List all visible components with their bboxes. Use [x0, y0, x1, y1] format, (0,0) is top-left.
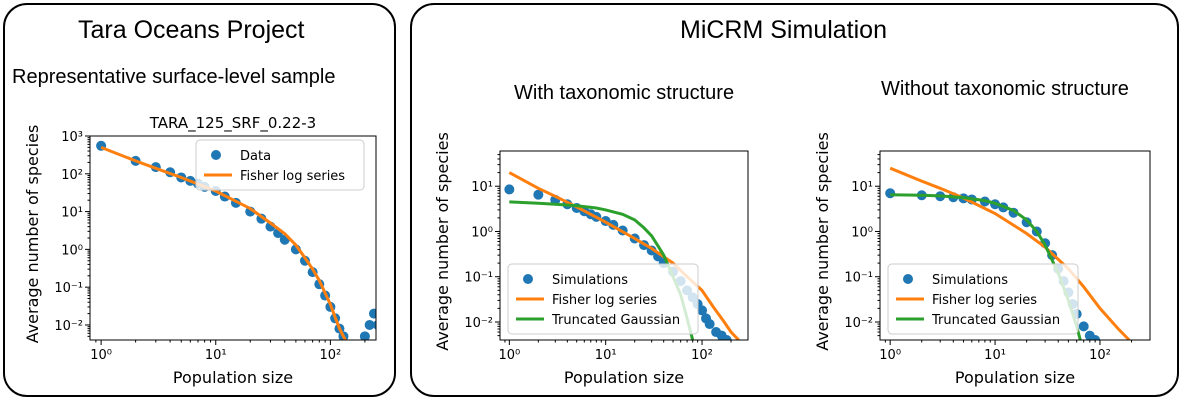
y-axis-label: Average number of species: [23, 125, 42, 344]
y-tick-label: 10⁻²: [54, 319, 83, 334]
y-tick-label: 10³: [61, 130, 83, 145]
data-point: [372, 320, 376, 330]
legend-label: Truncated Gaussian: [551, 313, 680, 328]
data-point: [1090, 335, 1101, 340]
legend-marker: [903, 274, 913, 284]
legend-box: [195, 139, 365, 191]
legend: Simulations Fisher log series Truncated Ga…: [887, 263, 1079, 335]
tara-panel: [3, 3, 396, 397]
data-point: [1078, 321, 1089, 332]
y-tick-label: 10⁰: [61, 243, 83, 258]
legend: Simulations Fisher log series Truncated Ga…: [507, 263, 699, 335]
x-tick-label: 10²: [1089, 348, 1111, 363]
without-structure-subtitle: Without taxonomic structure: [881, 78, 1129, 100]
micrm-panel-title: MiCRM Simulation: [680, 16, 887, 44]
y-tick-label: 10¹: [851, 180, 873, 195]
y-tick-label: 10⁰: [471, 225, 493, 240]
tara-panel-title: Tara Oceans Project: [78, 16, 305, 44]
data-point: [364, 319, 375, 330]
data-point: [885, 188, 896, 199]
with-structure-subtitle: With taxonomic structure: [514, 82, 735, 104]
y-tick-label: 10⁻²: [844, 316, 873, 331]
data-point: [359, 331, 370, 340]
y-tick-label: 10⁻¹: [844, 271, 873, 286]
legend-marker: [211, 150, 221, 160]
series-line: [508, 171, 740, 340]
tara-panel-subtitle: Representative surface-level sample: [12, 66, 336, 88]
y-tick-label: 10⁻¹: [54, 281, 83, 296]
x-tick-label: 10¹: [984, 348, 1006, 363]
data-point: [504, 184, 515, 195]
x-axis-label: Population size: [955, 368, 1075, 387]
legend-box: [507, 263, 699, 335]
y-tick-label: 10⁰: [851, 225, 873, 240]
y-tick-label: 10⁻²: [464, 316, 493, 331]
y-tick-label: 10⁻¹: [464, 271, 493, 286]
x-tick-label: 10²: [691, 348, 713, 363]
data-point: [368, 308, 376, 319]
data-point: [704, 319, 715, 330]
series-line: [100, 146, 347, 340]
data-point: [721, 335, 732, 340]
y-tick-label: 10¹: [61, 206, 83, 221]
legend-marker: [523, 274, 533, 284]
legend: Data Fisher log series: [195, 139, 365, 191]
legend-label: Fisher log series: [552, 293, 657, 308]
legend-label: Data: [240, 149, 271, 164]
x-tick-label: 10⁰: [498, 348, 520, 363]
x-tick-label: 10¹: [205, 348, 227, 363]
micrm-panel: [410, 3, 1179, 397]
legend-label: Truncated Gaussian: [931, 313, 1060, 328]
series-line: [889, 166, 1131, 340]
x-tick-label: 10¹: [595, 348, 617, 363]
legend-box: [887, 263, 1079, 335]
data-point: [697, 305, 708, 316]
y-tick-label: 10²: [61, 168, 83, 183]
y-axis-label: Average number of species: [813, 132, 832, 351]
legend-label: Simulations: [932, 273, 1008, 288]
legend-label: Fisher log series: [240, 169, 345, 184]
legend-label: Simulations: [552, 273, 628, 288]
y-axis-label: Average number of species: [433, 132, 452, 351]
y-tick-label: 10¹: [471, 180, 493, 195]
data-point: [533, 189, 544, 200]
legend-label: Fisher log series: [932, 293, 1037, 308]
x-axis-label: Population size: [173, 368, 293, 387]
x-tick-label: 10²: [319, 348, 341, 363]
chart-title: TARA_125_SRF_0.22-3: [149, 114, 316, 133]
x-tick-label: 10⁰: [879, 348, 901, 363]
x-axis-label: Population size: [564, 368, 684, 387]
x-tick-label: 10⁰: [90, 348, 112, 363]
